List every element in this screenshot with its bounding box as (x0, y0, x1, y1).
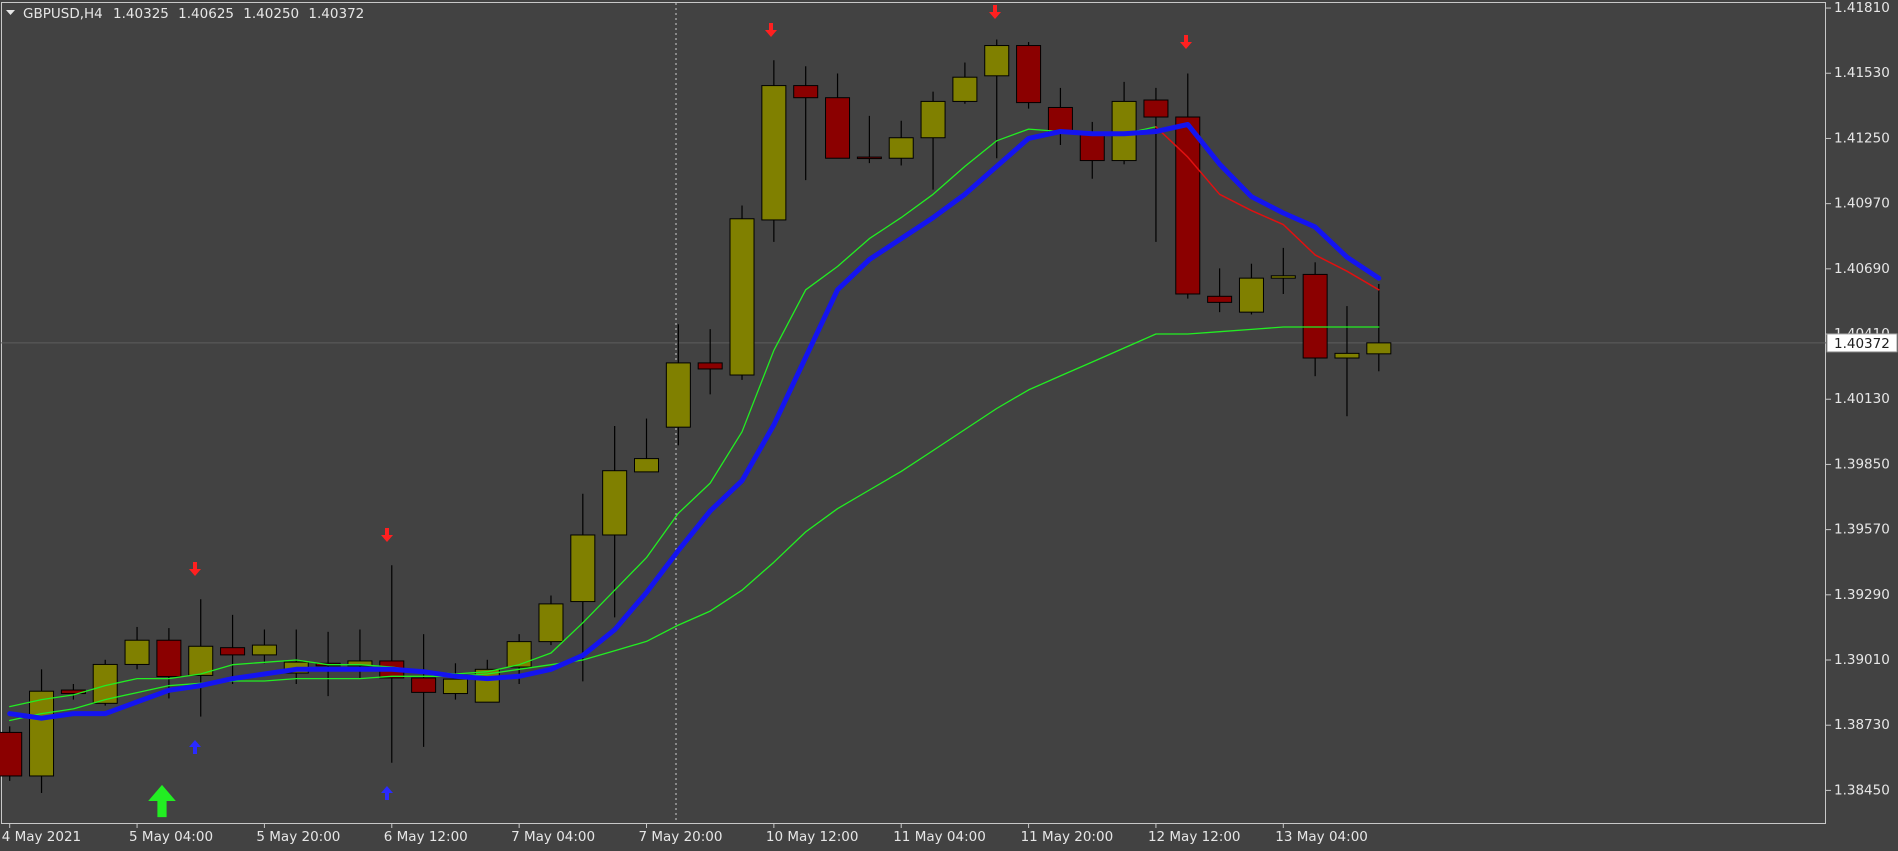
y-tick-label: 1.40130 (1834, 391, 1890, 407)
plot-frame (1, 2, 1826, 824)
current-price-label: 1.40372 (1834, 336, 1890, 352)
y-tick-label: 1.39570 (1834, 522, 1890, 538)
candle-body (347, 660, 373, 667)
indicator-line (9, 126, 1157, 708)
candle-body (29, 690, 55, 777)
candle-body (697, 362, 723, 370)
x-tick-label: 13 May 04:00 (1275, 829, 1368, 845)
y-tick-label: 1.39850 (1834, 456, 1890, 472)
x-tick-label: 4 May 2021 (2, 829, 81, 845)
x-tick-label: 5 May 20:00 (256, 829, 340, 845)
indicator-lines (7, 122, 1382, 722)
y-tick-label: 1.41250 (1834, 130, 1890, 146)
y-tick-label: 1.38730 (1834, 717, 1890, 733)
indicator-line (1155, 126, 1380, 291)
y-tick-label: 1.39290 (1834, 587, 1890, 603)
candle-body (665, 362, 691, 428)
header-low: 1.40250 (243, 6, 299, 22)
x-tick-label: 11 May 20:00 (1021, 829, 1114, 845)
chart-header: GBPUSD,H4 1.40325 1.40625 1.40250 1.4037… (23, 6, 364, 22)
candle-body (124, 639, 150, 665)
x-tick-label: 11 May 04:00 (893, 829, 986, 845)
candle-body (538, 603, 564, 643)
indicator-line (9, 326, 1380, 722)
candles (0, 39, 1392, 793)
candle-body (729, 218, 755, 376)
candle-body (1175, 116, 1201, 295)
candle-body (411, 677, 437, 693)
y-tick-label: 1.39010 (1834, 652, 1890, 668)
header-high: 1.40625 (178, 6, 234, 22)
menu-triangle (6, 10, 15, 15)
candle-body (984, 45, 1010, 77)
y-tick-label: 1.38450 (1834, 782, 1890, 798)
candle-body (1238, 277, 1264, 313)
x-tick-label: 5 May 04:00 (129, 829, 213, 845)
candle-body (1334, 352, 1360, 359)
candle-body (856, 156, 882, 160)
candle-body (0, 731, 23, 777)
candle-body (251, 644, 277, 656)
candle-body (793, 85, 819, 99)
candle-body (570, 534, 596, 603)
candle-body (602, 470, 628, 536)
candle-body (506, 641, 532, 668)
candle-body (888, 137, 914, 159)
x-tick-label: 10 May 12:00 (766, 829, 859, 845)
candle-body (1270, 275, 1296, 279)
candle-body (1302, 273, 1328, 359)
y-tick-label: 1.40970 (1834, 196, 1890, 212)
y-tick-label: 1.41810 (1834, 0, 1890, 16)
header-close: 1.40372 (308, 6, 364, 22)
candle-body (188, 645, 214, 676)
candle-body (1079, 132, 1105, 162)
candle-body (1207, 295, 1233, 303)
header-open: 1.40325 (113, 6, 169, 22)
candle-body (220, 647, 246, 656)
x-tick-label: 12 May 12:00 (1148, 829, 1241, 845)
x-tick-label: 6 May 12:00 (384, 829, 468, 845)
x-tick-label: 7 May 04:00 (511, 829, 595, 845)
candle-body (761, 85, 787, 221)
current-price-box (1826, 333, 1898, 353)
candle-body (1016, 45, 1042, 104)
symbol-title: GBPUSD,H4 (23, 6, 103, 22)
y-tick-label: 1.41530 (1834, 65, 1890, 81)
candle-body (1366, 342, 1392, 355)
x-tick-label: 7 May 20:00 (639, 829, 723, 845)
candle-body (634, 458, 659, 473)
candle-body (156, 639, 182, 678)
candle-body (920, 100, 946, 139)
candle-body (442, 678, 468, 695)
candle-body (1047, 106, 1073, 134)
candle-body (952, 76, 978, 102)
candle-body (1143, 99, 1169, 118)
indicator-line (7, 122, 1382, 721)
candle-body (825, 97, 851, 159)
y-tick-label: 1.40690 (1834, 261, 1890, 277)
